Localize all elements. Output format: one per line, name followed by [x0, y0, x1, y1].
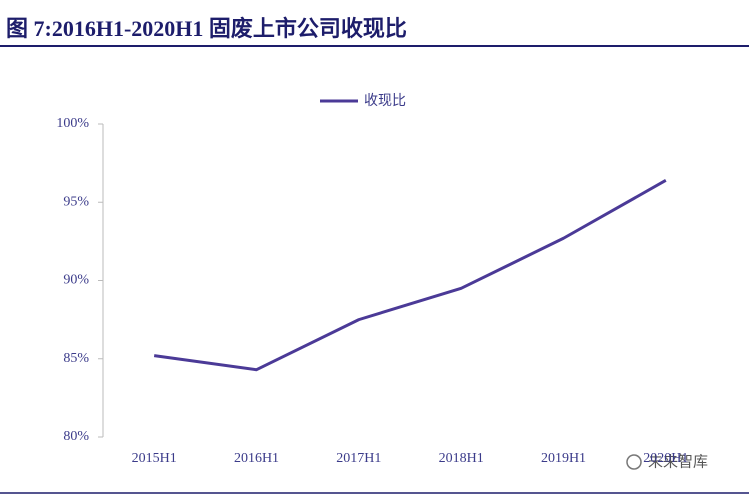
legend-label: 收现比 — [364, 93, 406, 109]
x-tick-label: 2020H1 — [643, 451, 688, 466]
watermark-icon — [626, 454, 642, 470]
y-tick-label: 95% — [63, 194, 89, 209]
y-tick-label: 100% — [56, 116, 89, 131]
watermark: 未来智库 — [626, 453, 708, 471]
y-tick-label: 80% — [63, 429, 89, 444]
y-tick-label: 85% — [63, 351, 89, 366]
x-tick-label: 2019H1 — [541, 451, 586, 466]
y-tick-label: 90% — [63, 273, 89, 288]
x-tick-label: 2015H1 — [132, 451, 177, 466]
chart-title: 图 7:2016H1-2020H1 固废上市公司收现比 — [6, 16, 407, 41]
x-tick-label: 2016H1 — [234, 451, 279, 466]
watermark-text: 未来智库 — [648, 453, 708, 471]
x-tick-label: 2018H1 — [439, 451, 484, 466]
data-line — [153, 179, 667, 372]
x-tick-label: 2017H1 — [336, 451, 381, 466]
